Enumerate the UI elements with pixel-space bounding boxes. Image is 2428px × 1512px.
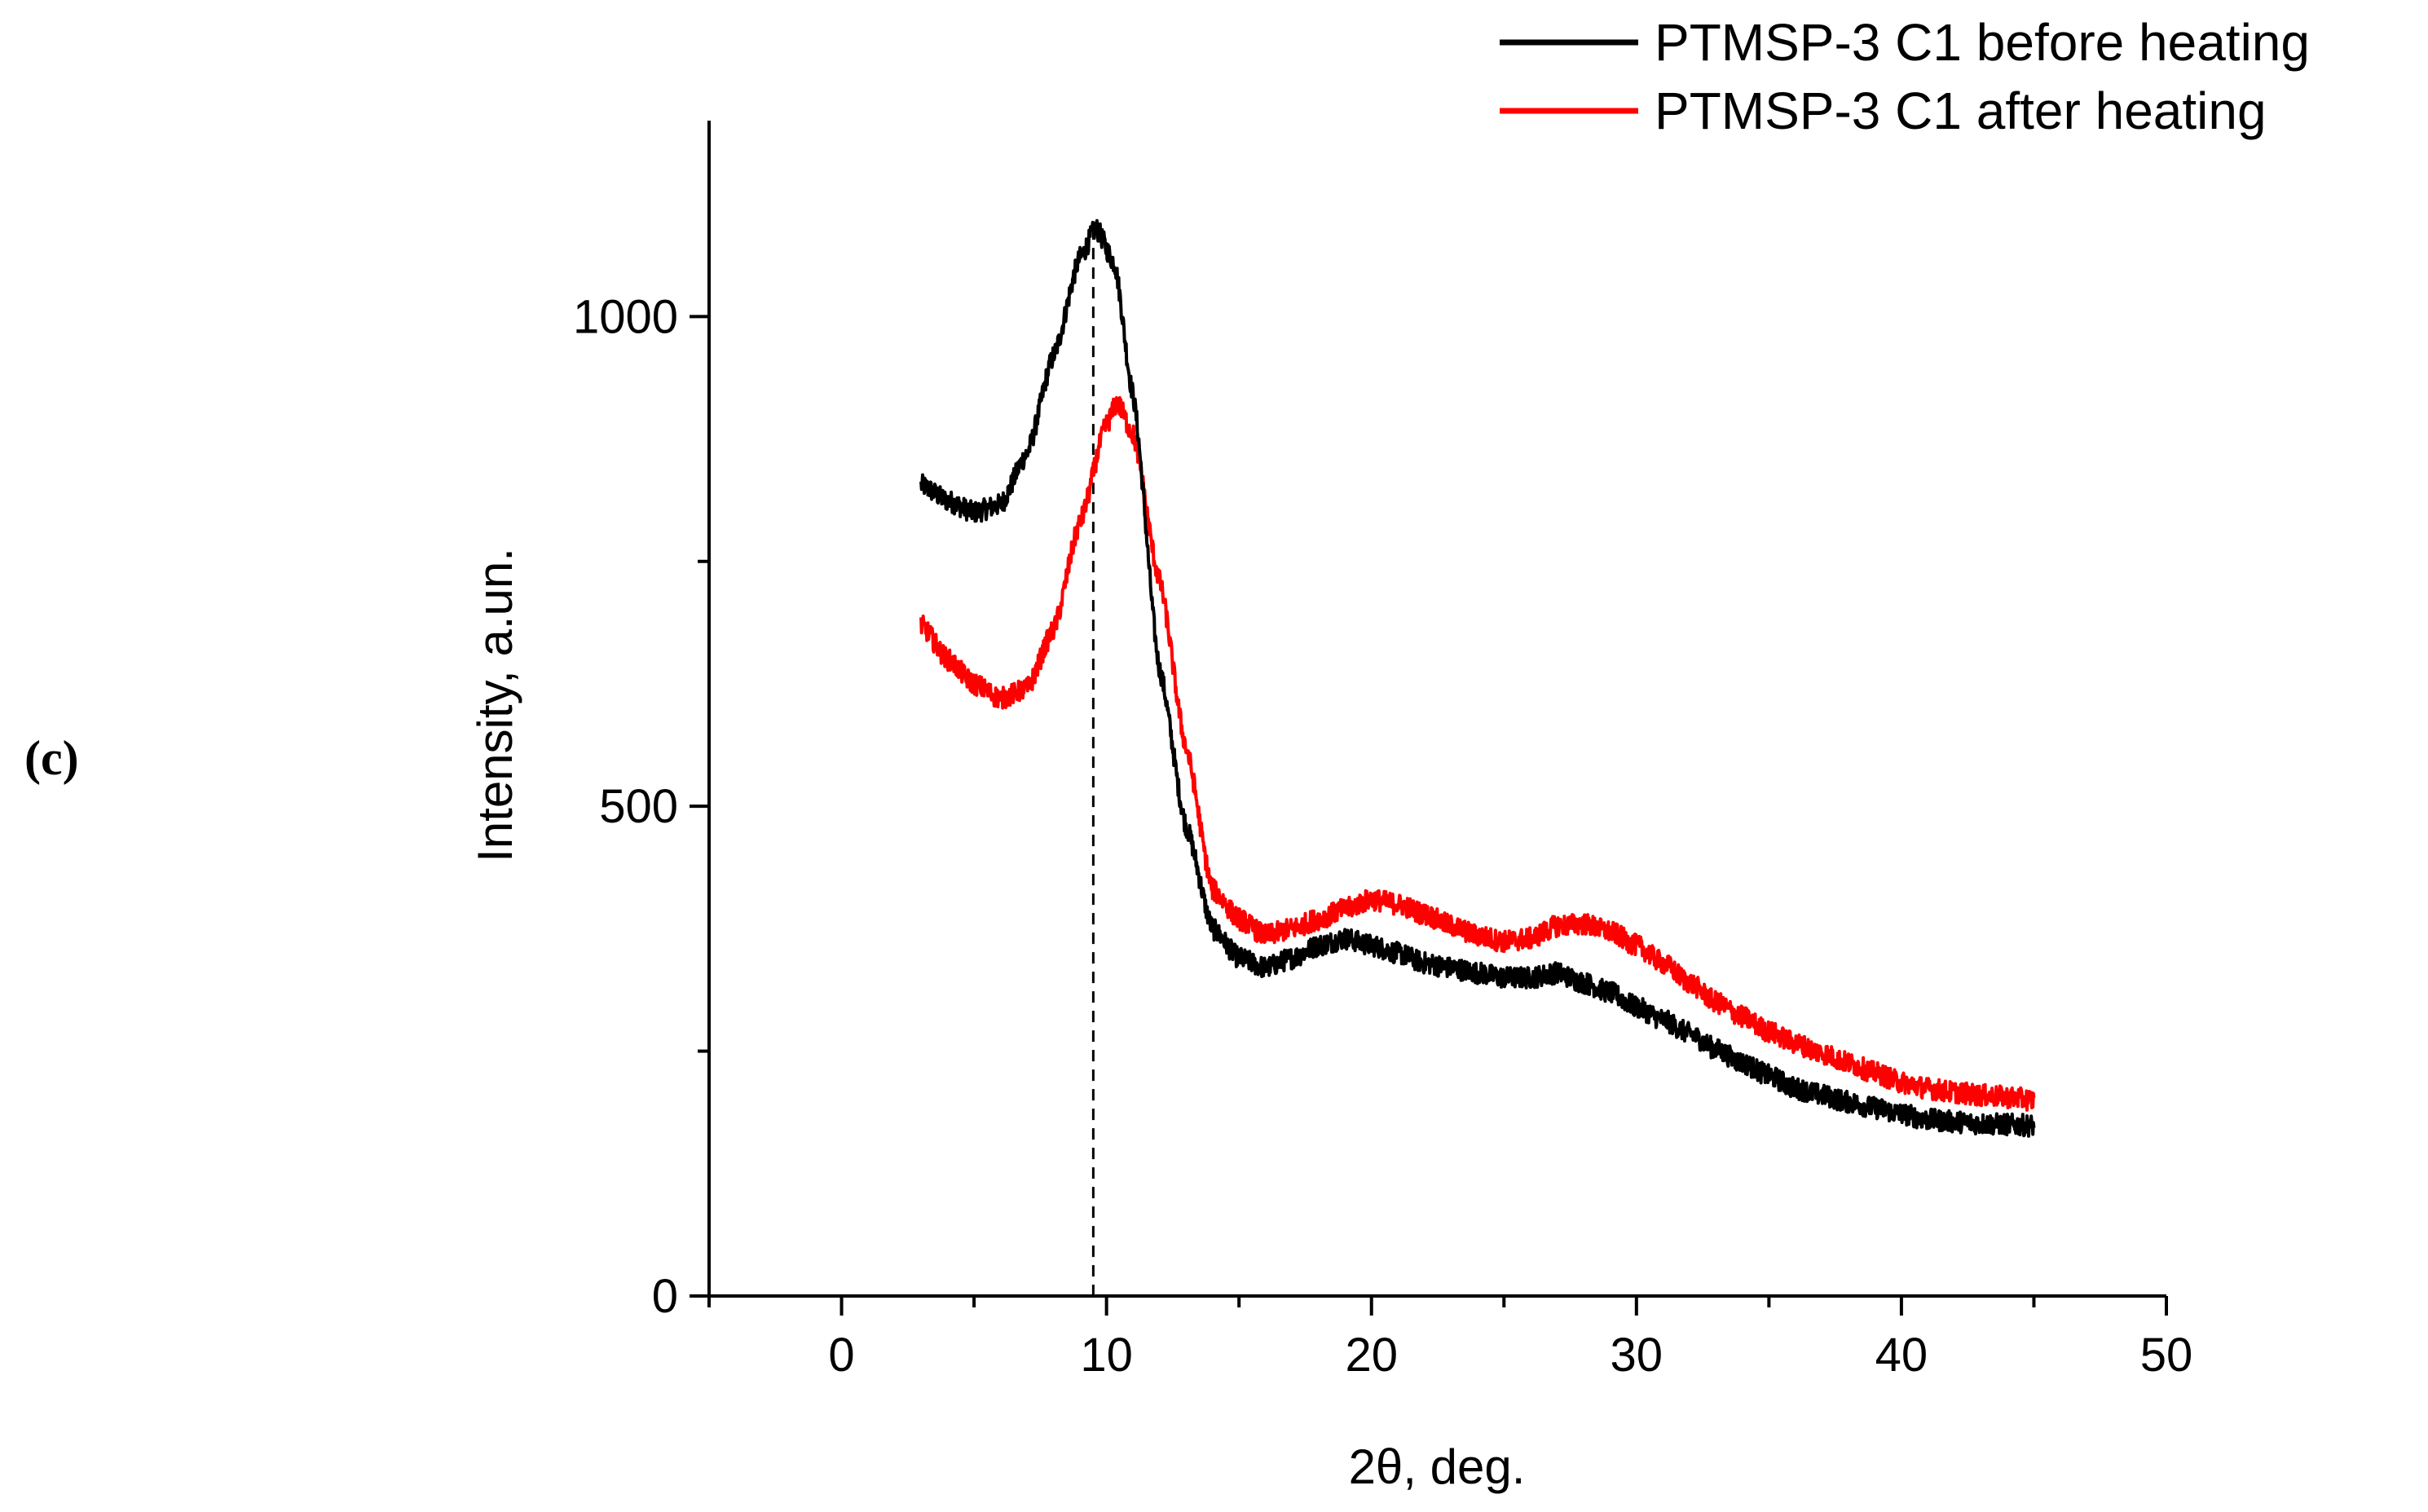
- x-tick-label: 20: [1345, 1329, 1398, 1382]
- legend-label-before-heating: PTMSP-3 C1 before heating: [1655, 13, 2310, 72]
- y-axis-title: Intensity, a.un.: [468, 548, 522, 862]
- y-tick-label: 1000: [573, 290, 678, 343]
- y-tick-label: 0: [652, 1270, 678, 1323]
- x-tick-label: 0: [828, 1329, 854, 1382]
- y-ticks: 0 500 1000: [573, 290, 709, 1323]
- y-tick-label: 500: [599, 780, 678, 833]
- series-layer: [919, 218, 2036, 1138]
- x-ticks: 0 10 20 30 40 50: [707, 1296, 2193, 1382]
- series-line-before-heating: [919, 218, 2036, 1138]
- x-tick-label: 40: [1875, 1329, 1928, 1382]
- panel-label: (c): [24, 731, 79, 785]
- axes: 0 10 20 30 40 50 0 500 1000: [573, 121, 2192, 1382]
- x-tick-label: 10: [1080, 1329, 1133, 1382]
- legend: PTMSP-3 C1 before heating PTMSP-3 C1 aft…: [1500, 13, 2310, 140]
- x-tick-label: 30: [1611, 1329, 1663, 1382]
- legend-label-after-heating: PTMSP-3 C1 after heating: [1655, 82, 2267, 140]
- series-line-after-heating: [919, 395, 2036, 1112]
- x-tick-label: 50: [2140, 1329, 2193, 1382]
- x-axis-title: 2θ, deg.: [1349, 1439, 1526, 1494]
